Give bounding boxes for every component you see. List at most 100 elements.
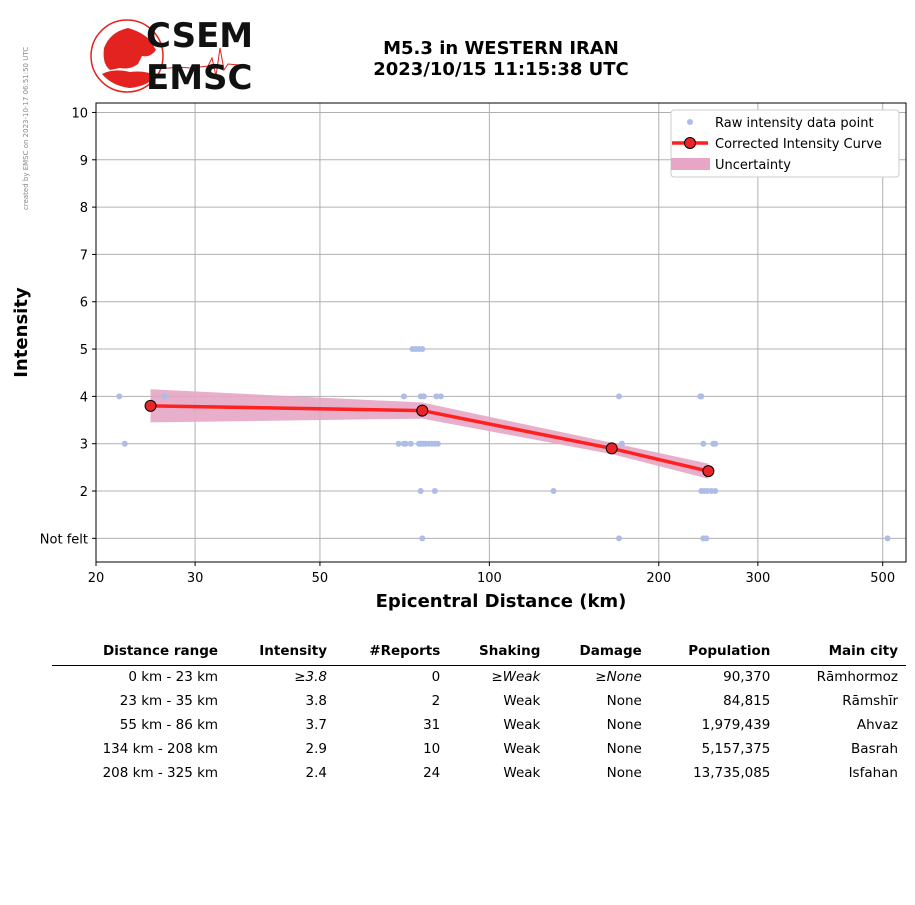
cell-population: 5,157,375: [701, 741, 771, 757]
legend-curve-marker: [684, 137, 696, 149]
cell-city: Isfahan: [848, 765, 898, 781]
raw-data-point: [437, 393, 444, 400]
logo-csem-text: CSEM: [146, 16, 254, 56]
curve-marker: [416, 404, 429, 417]
table-row: 55 km - 86 km 3.7 31 Weak None 1,979,439…: [52, 714, 906, 738]
y-tick-label: 4: [80, 390, 88, 405]
col-shaking: Shaking: [448, 640, 549, 666]
cell-population: 84,815: [723, 693, 771, 709]
cell-population: 90,370: [723, 669, 771, 685]
table-row: 23 km - 35 km 3.8 2 Weak None 84,815 Rām…: [52, 690, 906, 714]
cell-intensity: 3.7: [305, 717, 328, 733]
x-tick-label: 200: [646, 571, 671, 586]
raw-data-point: [616, 535, 623, 542]
y-tick-label: 7: [80, 248, 88, 263]
raw-data-point: [884, 535, 891, 542]
col-main-city: Main city: [778, 640, 906, 666]
raw-data-point: [417, 488, 424, 495]
legend: Raw intensity data point Corrected Inten…: [670, 109, 900, 178]
logo-emsc-text: EMSC: [146, 58, 253, 98]
cell-distance: 0 km - 23 km: [128, 669, 219, 685]
curve-markers: [144, 399, 715, 478]
legend-curve-label: Corrected Intensity Curve: [715, 137, 882, 152]
title-line-datetime: 2023/10/15 11:15:38 UTC: [373, 59, 629, 80]
table-row: 0 km - 23 km ≥3.8 0 ≥Weak ≥None 90,370 R…: [52, 666, 906, 691]
axis-ticks: 20 30 50 100 200 300 500 Not felt 2 3 4 5 6 7 8 9 10: [40, 106, 895, 586]
legend-box: [670, 109, 900, 178]
cell-city: Basrah: [851, 741, 898, 757]
cell-damage: None: [606, 765, 642, 781]
y-tick-label: 3: [80, 438, 88, 453]
x-tick-label: 30: [187, 571, 204, 586]
cell-population: 13,735,085: [693, 765, 771, 781]
legend-uncertainty-symbol: [671, 158, 710, 170]
cell-reports: 31: [423, 717, 441, 733]
cell-damage: ≥None: [595, 669, 642, 685]
raw-data-point: [698, 393, 705, 400]
cell-shaking: Weak: [503, 741, 541, 757]
raw-data-point: [402, 440, 409, 447]
x-tick-label: 20: [88, 571, 105, 586]
y-tick-label: 9: [80, 154, 88, 169]
raw-data-point: [419, 346, 426, 353]
cell-damage: None: [606, 693, 642, 709]
raw-data-point: [407, 440, 414, 447]
summary-header-row: Distance range Intensity #Reports Shakin…: [52, 640, 906, 666]
summary-table: Distance range Intensity #Reports Shakin…: [52, 640, 906, 786]
table-row: 208 km - 325 km 2.4 24 Weak None 13,735,…: [52, 762, 906, 786]
cell-city: Rāmhormoz: [816, 669, 898, 685]
raw-data-point: [400, 393, 407, 400]
intensity-chart: 20 30 50 100 200 300 500 Not felt 2 3 4 5 6 7 8 9 10 Epi…: [11, 102, 907, 612]
y-tick-label: 2: [80, 485, 88, 500]
cell-reports: 24: [423, 765, 441, 781]
raw-data-point: [550, 488, 557, 495]
legend-raw-label: Raw intensity data point: [715, 116, 874, 131]
legend-raw-symbol: [687, 119, 693, 125]
cell-shaking: Weak: [503, 717, 541, 733]
raw-data-point: [703, 535, 710, 542]
x-tick-label: 300: [745, 571, 770, 586]
x-tick-label: 100: [477, 571, 502, 586]
col-intensity: Intensity: [226, 640, 336, 666]
title-line-event: M5.3 in WESTERN IRAN: [383, 38, 619, 59]
raw-data-point: [161, 393, 168, 400]
raw-points: [116, 346, 891, 542]
raw-data-point: [618, 440, 625, 447]
x-tick-label: 50: [312, 571, 329, 586]
cell-distance: 23 km - 35 km: [119, 693, 219, 709]
plot-frame: [95, 102, 907, 563]
corrected-curve-line: [150, 404, 709, 473]
table-row: 134 km - 208 km 2.9 10 Weak None 5,157,3…: [52, 738, 906, 762]
y-tick-label: 6: [80, 296, 88, 311]
cell-shaking: Weak: [503, 693, 541, 709]
cell-distance: 134 km - 208 km: [102, 741, 219, 757]
emsc-logo: CSEM EMSC: [90, 16, 260, 98]
cell-population: 1,979,439: [701, 717, 771, 733]
cell-intensity: 3.8: [305, 693, 328, 709]
legend-uncertainty-label: Uncertainty: [715, 158, 791, 173]
cell-damage: None: [606, 741, 642, 757]
cell-intensity: 2.4: [305, 765, 328, 781]
cell-reports: 10: [423, 741, 441, 757]
raw-data-point: [712, 488, 719, 495]
uncertainty-band: [150, 389, 709, 479]
cell-reports: 2: [431, 693, 441, 709]
raw-data-point: [434, 440, 441, 447]
cell-shaking: Weak: [503, 765, 541, 781]
raw-data-point: [116, 393, 123, 400]
raw-data-point: [395, 440, 402, 447]
raw-data-point: [431, 488, 438, 495]
cell-intensity: 2.9: [305, 741, 328, 757]
x-axis-label: Epicentral Distance (km): [376, 591, 627, 612]
cell-city: Rāmshīr: [842, 693, 898, 709]
raw-data-point: [712, 440, 719, 447]
curve-marker: [605, 442, 618, 455]
y-axis-label: Intensity: [11, 287, 32, 378]
cell-distance: 208 km - 325 km: [102, 765, 219, 781]
raw-data-point: [121, 440, 128, 447]
curve-marker: [702, 465, 715, 478]
cell-distance: 55 km - 86 km: [119, 717, 219, 733]
y-tick-label: 5: [80, 343, 88, 358]
col-damage: Damage: [548, 640, 650, 666]
raw-data-point: [700, 440, 707, 447]
